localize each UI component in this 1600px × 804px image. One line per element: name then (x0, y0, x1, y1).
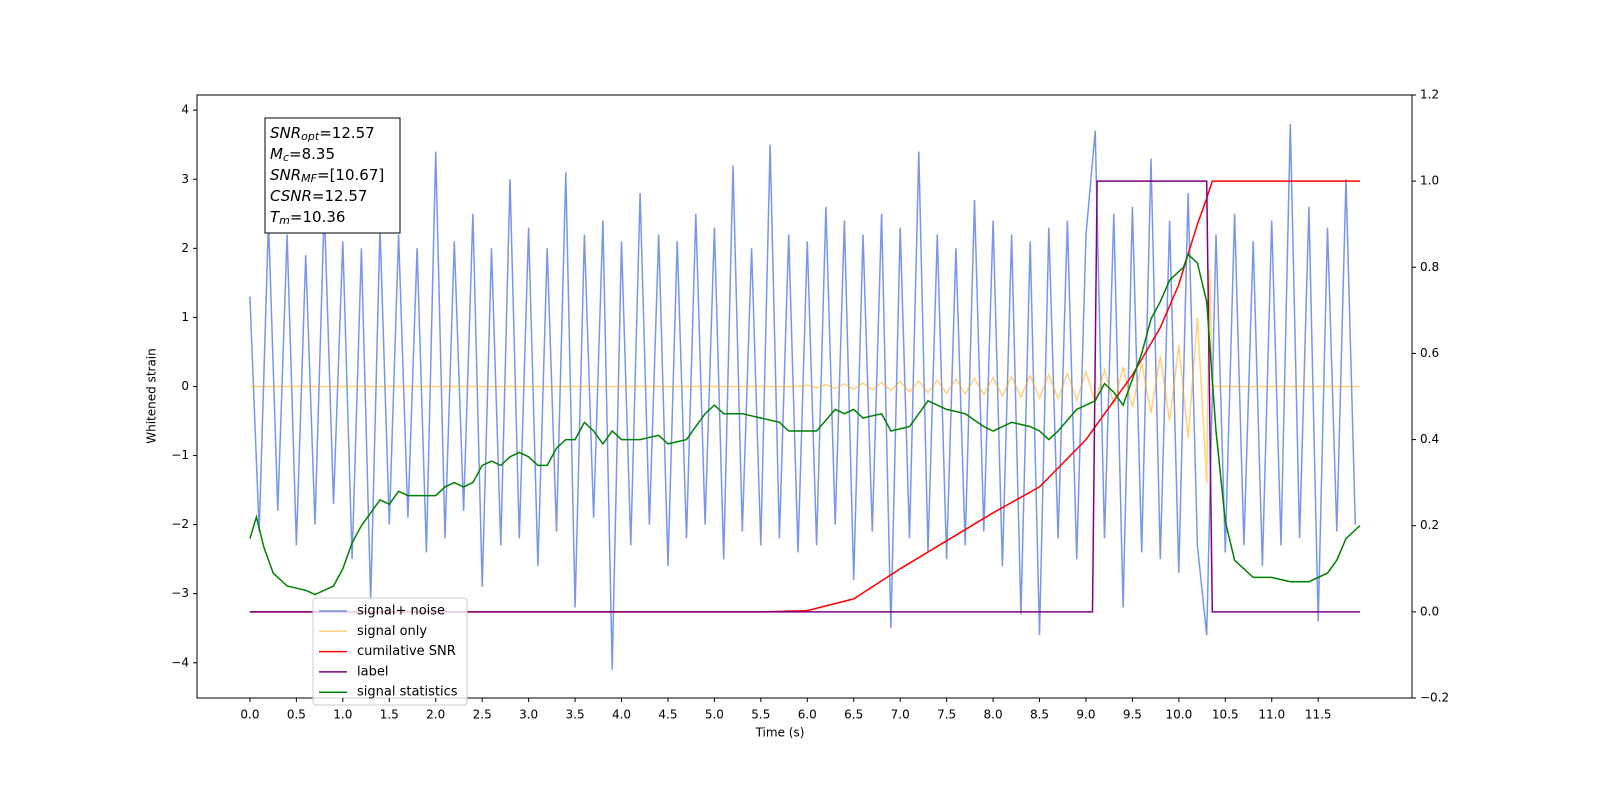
annotation-symbol: M (270, 145, 283, 163)
y-axis-label: Whitened strain (145, 348, 159, 444)
annotation-frame (264, 117, 401, 234)
x-tick-label: 8.0 (984, 708, 1003, 722)
y-tick-label: −1 (171, 448, 189, 462)
x-tick-label: 2.5 (473, 708, 492, 722)
y2-tick-label: 0.6 (1420, 346, 1439, 360)
x-tick-label: 1.5 (380, 708, 399, 722)
y2-tick-label: 1.0 (1420, 174, 1439, 188)
x-tick-label: 11.0 (1258, 708, 1285, 722)
annotation: Mc=8.35 (270, 145, 335, 165)
annotation-text: =12.57 (319, 124, 375, 142)
x-tick-label: 5.0 (705, 708, 724, 722)
annotation-text: =12.57 (312, 187, 368, 205)
x-tick-label: 6.0 (798, 708, 817, 722)
y-tick-label: −2 (171, 517, 189, 531)
annotation: SNRMF=[10.67] (270, 166, 384, 186)
y2-tick-label: 0.8 (1420, 260, 1439, 274)
annotation-symbol: CSNR (270, 187, 312, 205)
series-line (249, 253, 1361, 596)
annotation-box: SNRopt=12.57Mc=8.35SNRMF=[10.67]CSNR=12.… (264, 117, 401, 234)
legend-label: signal+ noise (357, 604, 445, 619)
x-tick-label: 10.0 (1165, 708, 1192, 722)
x-tick-label: 5.5 (751, 708, 770, 722)
x-tick-label: 8.5 (1030, 708, 1049, 722)
x-tick-label: 11.5 (1305, 708, 1332, 722)
y-tick-label: 4 (181, 103, 189, 117)
y-tick-label: 3 (181, 172, 189, 186)
y2-tick-label: 0.0 (1420, 604, 1439, 618)
annotation-symbol: SNR (270, 166, 301, 184)
legend-label: signal statistics (357, 685, 458, 700)
y2-tick-label: −0.2 (1420, 691, 1449, 705)
annotation-symbol: T (270, 208, 281, 226)
series-line (249, 180, 1360, 613)
x-tick-label: 9.5 (1123, 708, 1142, 722)
legend-frame (312, 597, 468, 706)
x-tick-label: 7.5 (937, 708, 956, 722)
annotation-text: =10.36 (290, 208, 346, 226)
x-tick-label: 4.0 (612, 708, 631, 722)
y2-tick-label: 0.4 (1420, 432, 1439, 446)
annotation: SNRopt=12.57 (270, 124, 375, 144)
x-axis-label: Time (s) (755, 726, 805, 740)
annotation: Tm=10.36 (270, 208, 345, 228)
x-tick-label: 10.5 (1212, 708, 1239, 722)
annotation-subscript: opt (301, 130, 320, 143)
legend-label: signal only (357, 624, 427, 639)
x-tick-label: 0.0 (240, 708, 259, 722)
annotation-text: =[10.67] (317, 166, 384, 184)
legend-label: cumilative SNR (357, 644, 456, 659)
y2-tick-label: 1.2 (1420, 88, 1439, 102)
x-tick-label: 9.0 (1076, 708, 1095, 722)
x-tick-label: 2.0 (426, 708, 445, 722)
x-tick-label: 4.5 (658, 708, 677, 722)
legend: signal+ noise signal only cumilative SNR la… (312, 597, 468, 706)
y-tick-label: 2 (181, 241, 189, 255)
y-tick-label: 0 (181, 379, 189, 393)
series-line (249, 180, 1360, 613)
y-tick-label: −4 (171, 655, 189, 669)
annotation-subscript: c (283, 151, 289, 164)
legend-label: label (357, 664, 388, 679)
y2-tick-label: 0.2 (1420, 518, 1439, 532)
annotation-text: =8.35 (289, 145, 335, 163)
series-line (249, 269, 1360, 484)
x-tick-label: 3.0 (519, 708, 538, 722)
annotation-subscript: MF (301, 172, 317, 185)
annotation-symbol: SNR (270, 124, 301, 142)
y-tick-label: 1 (181, 310, 189, 324)
annotation-subscript: m (279, 214, 290, 227)
annotation: CSNR=12.57 (270, 187, 367, 205)
x-tick-label: 6.5 (844, 708, 863, 722)
axes-frame (196, 94, 1413, 699)
x-tick-label: 7.0 (891, 708, 910, 722)
y-tick-label: −3 (171, 586, 189, 600)
plot-area (249, 123, 1361, 670)
x-tick-label: 0.5 (287, 708, 306, 722)
x-tick-label: 3.5 (566, 708, 585, 722)
x-tick-label: 1.0 (333, 708, 352, 722)
